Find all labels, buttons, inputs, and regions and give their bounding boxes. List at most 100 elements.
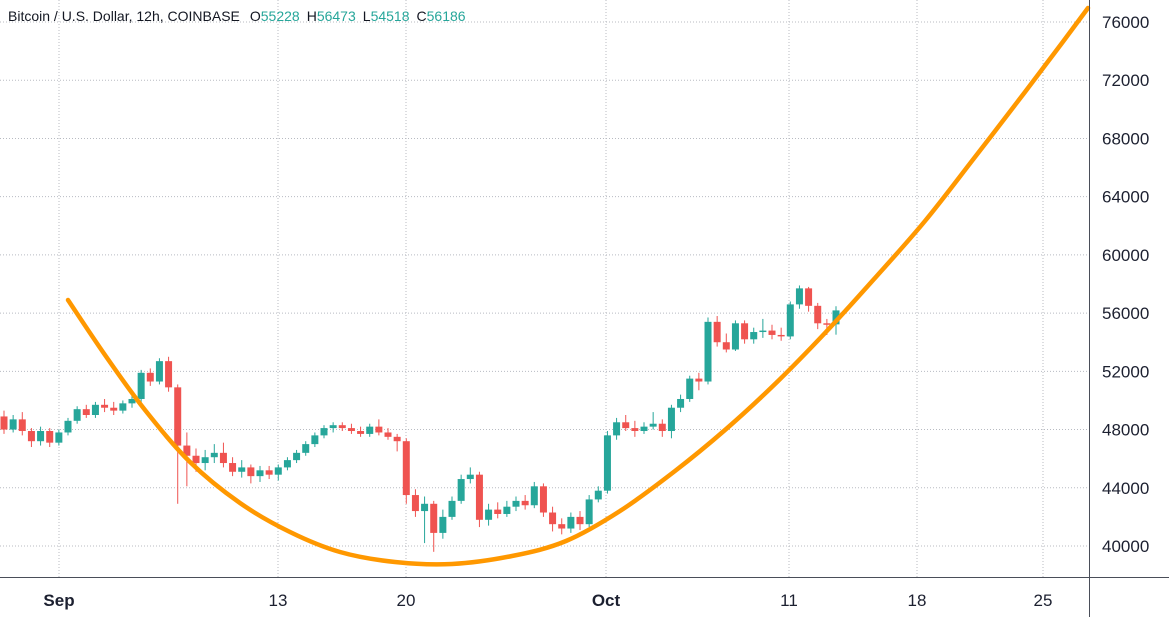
candle-body — [667, 407, 675, 432]
candle-body — [37, 431, 45, 442]
candle-body — [521, 500, 529, 506]
candle-body — [795, 288, 803, 305]
candle-body — [18, 419, 26, 432]
candle-body — [238, 467, 246, 472]
candle-body — [704, 321, 712, 382]
candle-body — [293, 452, 301, 461]
candle-body — [46, 431, 54, 443]
candle-body — [640, 426, 648, 432]
candle-body — [686, 378, 694, 399]
candle-body — [613, 422, 621, 436]
candle-body — [485, 509, 493, 520]
price-tick-label: 52000 — [1102, 362, 1149, 381]
candle-body — [91, 404, 99, 415]
time-tick-label: 13 — [269, 591, 288, 610]
candle-body — [814, 305, 822, 324]
price-axis[interactable] — [1090, 0, 1169, 578]
candle-body — [503, 506, 511, 514]
time-axis-labels: Sep 13 20 Oct 11 18 25 — [43, 591, 1052, 610]
candle-body — [347, 428, 355, 432]
candle-body — [439, 516, 447, 533]
price-tick-label: 68000 — [1102, 129, 1149, 148]
time-tick-label: Sep — [43, 591, 74, 610]
candle-body — [119, 403, 127, 411]
time-tick-label: 18 — [908, 591, 927, 610]
time-axis[interactable] — [0, 578, 1169, 617]
candle-body — [338, 425, 346, 429]
candle-body — [128, 398, 136, 404]
candle-body — [73, 409, 81, 421]
candle-body — [567, 516, 575, 529]
candle-body — [777, 334, 785, 337]
ohlc-close: C56186 — [416, 8, 466, 24]
candle-body — [357, 431, 365, 434]
price-tick-label: 44000 — [1102, 479, 1149, 498]
candle-body — [82, 409, 90, 415]
parabolic-curve-overlay — [65, 5, 1091, 567]
candle-body — [146, 372, 154, 382]
candle-body — [530, 486, 538, 506]
candle-body — [201, 457, 209, 464]
candle-body — [539, 486, 547, 513]
time-tick-label: 20 — [397, 591, 416, 610]
candle-body — [64, 420, 72, 433]
candle-body — [823, 323, 831, 325]
gridlines — [0, 0, 1090, 578]
candle-body — [658, 423, 666, 432]
candle-body — [0, 416, 8, 430]
price-axis-labels: 76000 72000 68000 64000 60000 56000 52000 48000… — [1102, 13, 1149, 556]
candle-body — [9, 419, 17, 430]
candle-body — [594, 490, 602, 500]
candle-body — [512, 500, 520, 507]
candle-body — [421, 503, 429, 512]
price-tick-label: 72000 — [1102, 71, 1149, 90]
price-tick-label: 76000 — [1102, 13, 1149, 32]
candle-body — [722, 342, 730, 350]
candle-body — [430, 503, 438, 533]
candle-body — [411, 495, 419, 512]
candle-body — [302, 444, 310, 453]
candle-body — [283, 460, 291, 468]
candle-body — [137, 372, 145, 399]
plot-pane[interactable] — [0, 0, 1090, 578]
candle-body — [585, 499, 593, 525]
candle-body — [393, 436, 401, 442]
candle-body — [759, 330, 767, 333]
candle-body — [576, 516, 584, 525]
symbol-legend: Bitcoin / U.S. Dollar, 12h, COINBASE O552… — [8, 7, 473, 25]
candle-body — [155, 361, 163, 382]
candle-body — [247, 467, 255, 477]
candle-body — [805, 288, 813, 306]
candle-body — [402, 441, 410, 496]
candle-body — [677, 398, 685, 408]
candle-body — [366, 426, 374, 434]
candle-body — [832, 310, 840, 325]
candle-body — [631, 428, 639, 432]
candle-series — [0, 285, 840, 552]
candle-body — [713, 321, 721, 343]
candle-body — [174, 387, 182, 446]
candle-body — [731, 323, 739, 350]
candle-body — [649, 423, 657, 427]
symbol-title[interactable]: Bitcoin / U.S. Dollar, 12h, COINBASE — [8, 8, 240, 24]
candle-body — [466, 474, 474, 480]
candle-body — [457, 479, 465, 501]
candle-body — [311, 435, 319, 445]
candle-body — [55, 432, 63, 443]
candle-body — [183, 445, 191, 456]
candle-body — [448, 500, 456, 517]
price-tick-label: 48000 — [1102, 421, 1149, 440]
candle-body — [750, 332, 758, 340]
ohlc-open: O55228 — [249, 8, 300, 24]
candle-body — [786, 304, 794, 337]
candle-body — [101, 404, 109, 408]
candle-body — [741, 323, 749, 340]
candle-body — [384, 432, 392, 437]
candle-body — [494, 509, 502, 514]
price-tick-label: 40000 — [1102, 537, 1149, 556]
time-tick-label: 25 — [1034, 591, 1053, 610]
price-tick-label: 56000 — [1102, 304, 1149, 323]
candle-body — [320, 428, 328, 436]
candle-body — [219, 452, 227, 464]
